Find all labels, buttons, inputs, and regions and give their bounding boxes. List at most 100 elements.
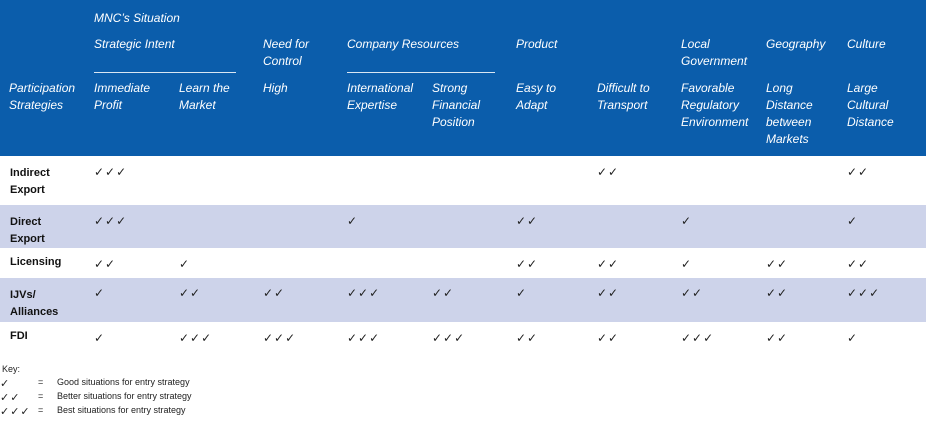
check-cell: ✓✓: [179, 286, 202, 300]
group-heading-line: Local: [681, 37, 710, 51]
column-heading-line: International: [347, 81, 414, 95]
check-cell: ✓✓: [516, 214, 539, 228]
group-heading: Culture: [847, 36, 886, 53]
table-row: Licensing ✓✓ ✓ ✓✓ ✓✓ ✓ ✓✓ ✓✓: [0, 248, 926, 278]
key-description: Better situations for entry strategy: [57, 391, 192, 401]
row-label: Indirect Export: [10, 165, 50, 199]
group-heading: Product: [516, 36, 557, 53]
row-label: IJVs/Alliances: [10, 287, 58, 321]
check-cell: ✓✓: [597, 286, 620, 300]
column-heading: Difficult to Transport: [597, 80, 650, 114]
group-heading-line: Geography: [766, 37, 826, 51]
key-symbol: ✓✓: [0, 392, 21, 404]
check-cell: ✓: [347, 214, 359, 228]
column-heading-line: Long: [766, 81, 793, 95]
key-equals: =: [38, 405, 44, 415]
column-heading-line: Position: [432, 115, 475, 129]
check-cell: ✓: [681, 214, 693, 228]
group-heading-line: Culture: [847, 37, 886, 51]
table-row: IJVs/Alliances ✓ ✓✓ ✓✓ ✓✓✓ ✓✓ ✓ ✓✓ ✓✓ ✓✓ ✓✓✓: [0, 278, 926, 322]
key-title: Key:: [2, 364, 21, 374]
check-cell: ✓✓✓: [94, 214, 128, 228]
group-heading: Strategic Intent: [94, 36, 175, 53]
row-label-line: Indirect: [10, 167, 50, 179]
column-heading-line: Regulatory: [681, 98, 740, 112]
check-cell: ✓: [847, 214, 859, 228]
key-equals: =: [38, 377, 44, 387]
column-heading-line: Cultural: [847, 98, 889, 112]
entry-strategy-table: MNC’s Situation Participation Strategies…: [0, 0, 926, 352]
check-cell: ✓✓: [766, 286, 789, 300]
key-item: ✓✓ = Better situations for entry strategy: [0, 391, 300, 405]
group-heading: Company Resources: [347, 36, 459, 53]
check-cell: ✓✓✓: [179, 331, 213, 345]
column-heading-line: Difficult to: [597, 81, 650, 95]
group-divider: [94, 72, 236, 73]
column-heading-line: Profit: [94, 98, 123, 112]
column-heading: Favorable Regulatory Environment: [681, 80, 748, 131]
column-heading-line: Large: [847, 81, 878, 95]
row-label: FDI: [10, 328, 28, 345]
check-cell: ✓: [179, 257, 191, 271]
situation-heading: MNC’s Situation: [94, 11, 180, 25]
check-cell: ✓✓: [516, 257, 539, 271]
participation-heading-line: Participation: [9, 81, 76, 95]
check-cell: ✓: [847, 331, 859, 345]
column-heading: Strong Financial Position: [432, 80, 480, 131]
check-cell: ✓✓: [847, 165, 870, 179]
check-cell: ✓✓: [766, 257, 789, 271]
check-cell: ✓✓: [516, 331, 539, 345]
table-header: MNC’s Situation Participation Strategies…: [0, 0, 926, 156]
check-cell: ✓✓: [766, 331, 789, 345]
group-heading-line: Government: [681, 54, 748, 68]
group-heading: Local Government: [681, 36, 747, 70]
check-cell: ✓✓✓: [432, 331, 466, 345]
column-heading: Learn the Market: [179, 80, 230, 114]
participation-heading-line: Strategies: [9, 98, 64, 112]
table-row: FDI ✓ ✓✓✓ ✓✓✓ ✓✓✓ ✓✓✓ ✓✓ ✓✓ ✓✓✓ ✓✓ ✓: [0, 322, 926, 352]
column-heading-line: Strong: [432, 81, 468, 95]
column-heading-line: Transport: [597, 98, 648, 112]
check-cell: ✓: [516, 286, 528, 300]
check-cell: ✓✓: [597, 331, 620, 345]
check-cell: ✓✓: [94, 257, 117, 271]
column-heading-line: between: [766, 115, 812, 129]
column-heading-line: Environment: [681, 115, 749, 129]
key-equals: =: [38, 391, 44, 401]
group-heading-line: Control: [263, 54, 302, 68]
key-description: Good situations for entry strategy: [57, 377, 190, 387]
column-heading-line: Immediate: [94, 81, 151, 95]
column-heading: Long Distance between Markets: [766, 80, 813, 148]
group-heading-line: Need for: [263, 37, 310, 51]
check-cell: ✓✓✓: [94, 165, 128, 179]
column-heading-line: Markets: [766, 132, 809, 146]
row-label-line: Licensing: [10, 256, 62, 268]
column-heading-line: Learn the: [179, 81, 230, 95]
column-heading-line: Distance: [766, 98, 813, 112]
group-heading-line: Product: [516, 37, 558, 51]
column-heading-line: Financial: [432, 98, 481, 112]
row-label-line: IJVs/: [10, 289, 36, 301]
row-label: Licensing: [10, 254, 61, 271]
column-heading-line: Market: [179, 98, 216, 112]
row-label-line: Direct: [10, 216, 42, 228]
legend-key: Key: ✓ = Good situations for entry strateg…: [0, 364, 300, 424]
check-cell: ✓: [681, 257, 693, 271]
row-label-line: Alliances: [10, 306, 59, 318]
row-label-line: Export: [10, 233, 45, 245]
check-cell: ✓✓✓: [347, 331, 381, 345]
group-divider: [347, 72, 495, 73]
group-heading: Geography: [766, 36, 825, 53]
group-heading: Need for Control: [263, 36, 309, 70]
column-heading: Large Cultural Distance: [847, 80, 894, 131]
column-heading-line: Favorable: [681, 81, 735, 95]
check-cell: ✓✓: [597, 257, 620, 271]
column-heading-line: Easy to: [516, 81, 557, 95]
key-symbol: ✓: [0, 378, 11, 390]
check-cell: ✓✓: [681, 286, 704, 300]
group-heading-line: Strategic Intent: [94, 37, 175, 51]
column-heading: Immediate Profit: [94, 80, 150, 114]
check-cell: ✓: [94, 331, 106, 345]
participation-heading: Participation Strategies: [9, 80, 75, 114]
column-heading: Easy to Adapt: [516, 80, 556, 114]
